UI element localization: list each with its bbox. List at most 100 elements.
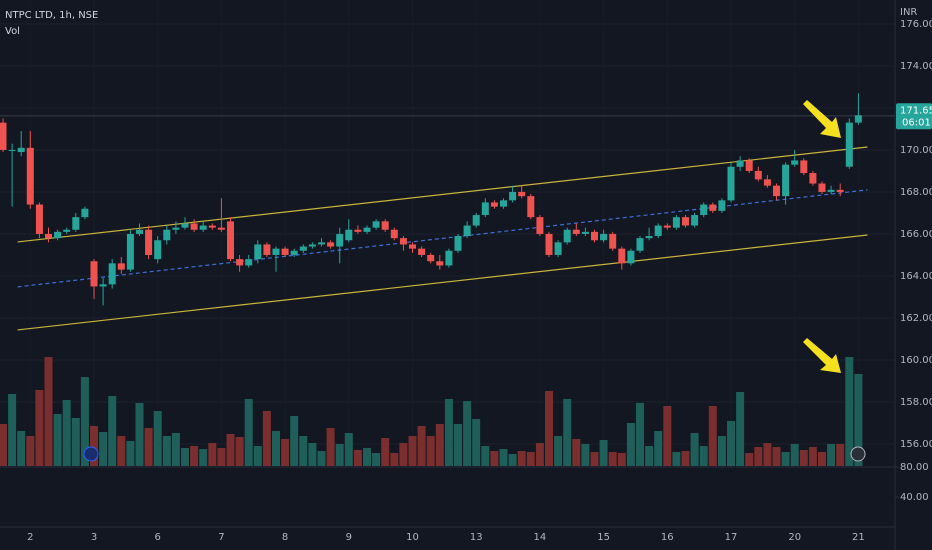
candle-body: [99, 284, 107, 287]
candle-body: [709, 204, 717, 211]
volume-bar: [190, 446, 199, 466]
volume-bar: [135, 403, 144, 466]
volume-bar: [699, 446, 708, 466]
candle-body: [263, 244, 271, 255]
candle-body: [518, 191, 526, 197]
lower-tick-label: 40.00: [900, 492, 929, 503]
x-tick-label: 20: [788, 532, 801, 543]
volume-bar: [608, 452, 617, 466]
volume-bar: [672, 452, 681, 466]
candle-body: [290, 250, 298, 255]
volume-bar: [171, 433, 180, 466]
volume-bar: [599, 440, 608, 466]
volume-bar: [490, 451, 499, 466]
volume-bar: [44, 357, 53, 466]
volume-bar: [262, 411, 271, 466]
volume-bar: [790, 444, 799, 466]
candle-body: [572, 229, 580, 234]
volume-bar: [235, 437, 244, 466]
candle-body: [591, 231, 598, 241]
candle-body: [0, 122, 7, 150]
volume-bar: [554, 436, 563, 466]
candle-body: [381, 221, 389, 230]
candle-body: [800, 160, 808, 174]
candle-body: [272, 248, 280, 255]
volume-bar: [836, 444, 845, 466]
candle-body: [372, 221, 380, 228]
trendline: [17, 146, 868, 243]
volume-bar: [417, 426, 426, 466]
candle-body: [217, 227, 225, 230]
y-tick-label: 168.00: [900, 187, 932, 198]
candle-body: [463, 225, 471, 237]
candle-body: [445, 250, 453, 266]
candle-body: [727, 166, 735, 201]
candle-body: [163, 229, 171, 241]
x-tick-label: 9: [346, 532, 352, 543]
volume-bar: [244, 399, 253, 466]
volume-bar: [162, 436, 171, 466]
candle-body: [354, 229, 362, 232]
candle-body: [199, 225, 207, 230]
candle-body: [809, 173, 817, 184]
volume-bar: [199, 449, 208, 466]
candle-body: [63, 229, 71, 232]
candle-body: [117, 263, 125, 270]
volume-bar: [581, 444, 590, 466]
volume-bar: [335, 444, 344, 466]
volume-bar: [808, 447, 817, 466]
candle-body: [581, 231, 589, 234]
candle-body: [627, 250, 635, 264]
volume-bar: [663, 406, 672, 466]
candle-body: [672, 217, 680, 228]
candle-body: [654, 225, 662, 237]
volume-bar: [144, 428, 153, 466]
candle-body: [17, 147, 25, 153]
volume-bar: [508, 454, 517, 466]
volume-bar: [781, 452, 790, 466]
y-tick-label: 160.00: [900, 355, 932, 366]
candle-body: [108, 263, 116, 285]
candle-body: [245, 259, 253, 266]
candle-body: [645, 236, 653, 239]
volume-bar: [62, 400, 71, 466]
x-tick-label: 21: [852, 532, 865, 543]
x-tick-label: 16: [661, 532, 674, 543]
volume-bar: [281, 439, 290, 466]
volume-bar: [344, 433, 353, 466]
volume-bar: [717, 436, 726, 466]
candle-body: [345, 229, 353, 241]
volume-label: Vol: [5, 26, 20, 37]
volume-bar: [326, 428, 335, 466]
volume-bar: [517, 451, 526, 466]
volume-bar: [563, 399, 572, 466]
volume-bar: [845, 357, 854, 466]
volume-bar: [818, 452, 826, 466]
last-price-label: 171.65: [900, 105, 932, 116]
candle-body: [845, 122, 853, 167]
candle-body: [818, 183, 826, 192]
candle-body: [390, 229, 398, 239]
candle-body: [691, 215, 699, 226]
y-tick-label: 162.00: [900, 313, 932, 324]
volume-bar: [35, 390, 44, 466]
candle-body: [35, 204, 43, 234]
arrow: [803, 338, 841, 373]
candle-body: [236, 259, 244, 266]
trendline: [17, 189, 868, 288]
volume-bar: [754, 447, 763, 466]
candle-body: [172, 227, 180, 230]
volume-bar: [481, 446, 490, 466]
candle-body: [836, 189, 844, 192]
y-tick-label: 156.00: [900, 439, 932, 450]
volume-bar: [208, 443, 217, 466]
annotation-arrows: [803, 100, 841, 373]
volume-bar: [99, 432, 108, 466]
candle-body: [600, 233, 608, 241]
trendline: [17, 234, 868, 331]
x-tick-label: 15: [597, 532, 610, 543]
candle-body: [609, 233, 617, 249]
candle-body: [745, 160, 753, 171]
volume-bar: [253, 446, 262, 466]
